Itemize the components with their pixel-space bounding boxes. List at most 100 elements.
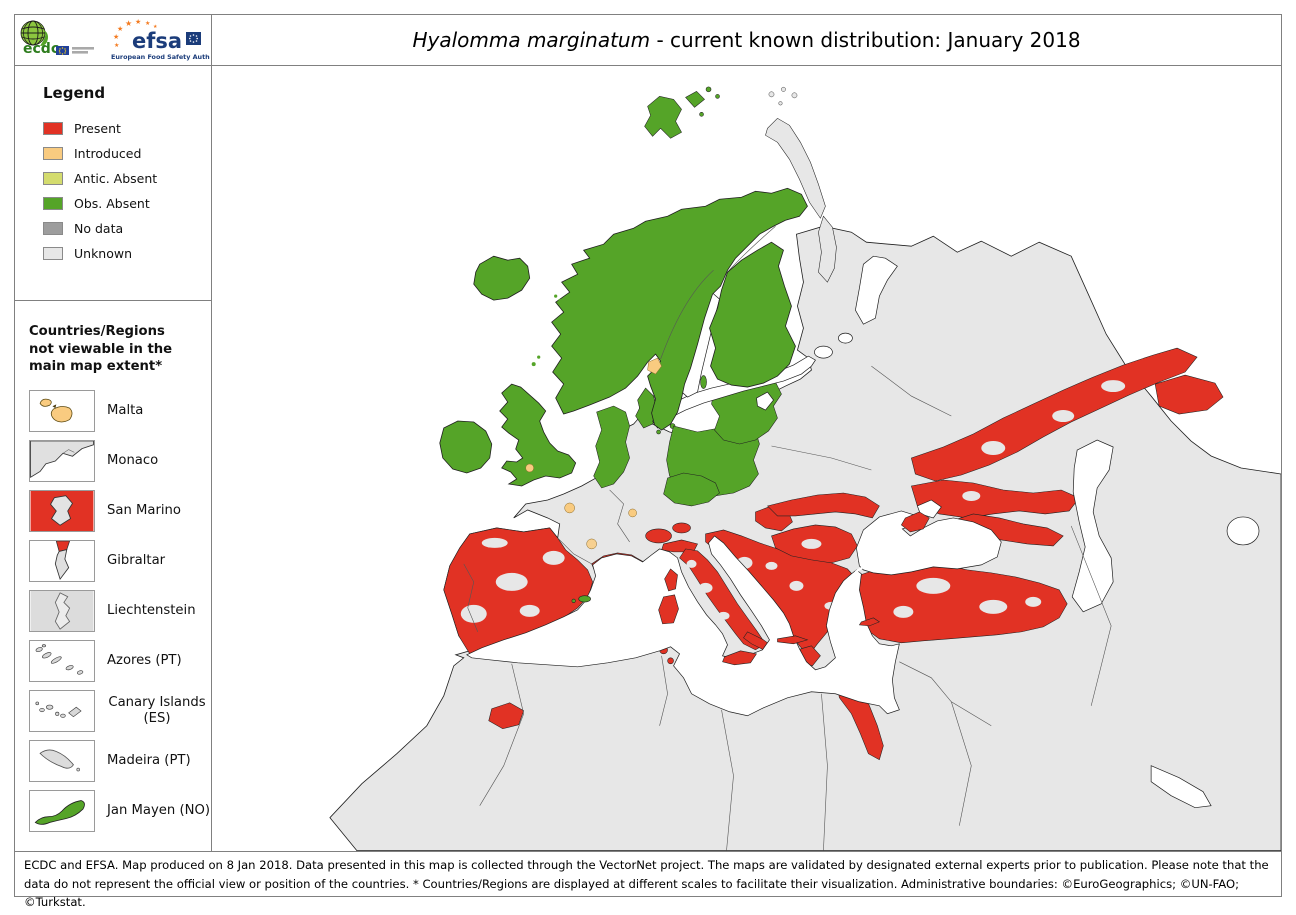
liechtenstein-map-icon xyxy=(30,591,94,632)
efsa-logo-tagline: European Food Safety Authority xyxy=(111,53,210,61)
region-czech xyxy=(663,472,720,507)
inset-item-azores: Azores (PT) xyxy=(29,636,211,686)
region-gotland xyxy=(700,375,707,389)
legend-swatch-no-data xyxy=(43,222,63,235)
liechtenstein-thumbnail xyxy=(29,590,95,633)
inset-item-malta: Malta xyxy=(29,386,211,436)
inset-label: Malta xyxy=(107,403,144,419)
region-corsica xyxy=(664,568,678,592)
region-sicily xyxy=(722,650,757,666)
region-scandinavia xyxy=(551,187,808,431)
gibraltar-thumbnail xyxy=(29,540,95,583)
svg-text:★: ★ xyxy=(125,19,132,28)
lake-ladoga xyxy=(814,345,833,359)
jan-mayen-thumbnail xyxy=(29,790,95,833)
legend-panel: Legend Present Introduced Antic. Absent … xyxy=(14,65,212,301)
region-denmark xyxy=(635,387,658,429)
region-novaya-zemlya xyxy=(765,117,837,283)
map-cell xyxy=(211,65,1282,852)
legend-item: Introduced xyxy=(43,141,211,166)
region-south-ukraine xyxy=(766,492,880,519)
insets-panel: Countries/Regions not viewable in the ma… xyxy=(14,300,212,852)
malta-map-icon xyxy=(39,398,73,423)
svg-text:★: ★ xyxy=(114,42,119,49)
legend-label: Introduced xyxy=(74,146,142,161)
canary-islands-thumbnail xyxy=(29,690,95,733)
region-unknown-patches xyxy=(460,380,1126,623)
legend-swatch-introduced xyxy=(43,147,63,160)
spot-south-france xyxy=(586,538,597,550)
region-obs-absent-countries xyxy=(593,381,782,507)
svg-text:★: ★ xyxy=(145,20,150,27)
inset-item-monaco: Monaco xyxy=(29,436,211,486)
gulf-of-riga xyxy=(756,391,774,411)
madeira-map-icon xyxy=(39,749,80,772)
legend-item: Antic. Absent xyxy=(43,166,211,191)
region-svalbard xyxy=(644,86,720,139)
canary-islands-map-icon xyxy=(35,701,82,718)
insets-heading: Countries/Regions not viewable in the ma… xyxy=(29,324,173,375)
monaco-thumbnail xyxy=(29,440,95,483)
efsa-logo: ★ ★ ★ ★ ★ ★ ★ efsa Europe xyxy=(110,18,210,62)
region-uk xyxy=(499,383,577,487)
inset-item-liechtenstein: Liechtenstein xyxy=(29,586,211,636)
gibraltar-map-icon xyxy=(54,541,71,581)
legend-swatch-antic-absent xyxy=(43,172,63,185)
inset-item-madeira: Madeira (PT) xyxy=(29,736,211,786)
legend-heading: Legend xyxy=(43,84,106,102)
azores-map-icon xyxy=(35,644,84,675)
inset-label: Madeira (PT) xyxy=(107,753,191,769)
region-morocco-spot xyxy=(488,702,525,730)
malta-thumbnail xyxy=(29,390,95,433)
san-marino-thumbnail xyxy=(29,490,95,533)
svg-text:★: ★ xyxy=(117,25,123,33)
inset-item-jan-mayen: Jan Mayen (NO) xyxy=(29,786,211,836)
spot-paris xyxy=(564,502,575,514)
islands-and-peninsulas xyxy=(439,86,930,666)
inset-label: San Marino xyxy=(107,503,181,519)
footer-cell: ECDC and EFSA. Map produced on 8 Jan 201… xyxy=(14,851,1282,909)
svg-text:★: ★ xyxy=(153,24,158,30)
jan-mayen-map-icon xyxy=(34,800,85,825)
aral-sea xyxy=(1226,516,1260,546)
ecdc-logo: ecdc xyxy=(16,19,104,61)
legend-item: Present xyxy=(43,116,211,141)
region-rostov-volga xyxy=(910,479,1080,519)
inset-label: Canary Islands (ES) xyxy=(108,695,206,727)
legend-label: Present xyxy=(74,121,121,136)
inset-label: Azores (PT) xyxy=(107,653,182,669)
inset-label: Liechtenstein xyxy=(107,603,196,619)
black-sea xyxy=(856,510,1002,576)
san-marino-map-icon xyxy=(30,491,94,532)
monaco-map-icon xyxy=(30,441,94,479)
title-rest: - current known distribution: January 20… xyxy=(650,28,1081,52)
madeira-thumbnail xyxy=(29,740,95,783)
page-title: Hyalomma marginatum - current known dist… xyxy=(412,28,1080,52)
inset-item-canary-islands: Canary Islands (ES) xyxy=(29,686,211,736)
svg-text:★: ★ xyxy=(135,18,141,26)
inset-label: Monaco xyxy=(107,453,159,469)
spot-oslo xyxy=(647,357,662,375)
legend-swatch-present xyxy=(43,122,63,135)
spot-switzerland xyxy=(628,508,637,518)
ecdc-logo-text: ecdc xyxy=(23,41,59,57)
legend-swatch-obs-absent xyxy=(43,197,63,210)
region-benelux xyxy=(593,405,630,489)
logo-cell: ecdc ★ ★ ★ ★ xyxy=(14,14,212,66)
white-sea xyxy=(855,255,898,325)
svg-text:★: ★ xyxy=(113,33,119,41)
persian-gulf xyxy=(1150,765,1212,809)
region-finland xyxy=(709,241,796,388)
legend-label: Unknown xyxy=(74,246,133,261)
region-cyprus xyxy=(858,617,880,627)
spot-wales xyxy=(525,463,534,473)
region-iceland xyxy=(473,255,531,301)
country-borders xyxy=(463,365,1112,851)
region-ural-patch xyxy=(1154,374,1224,415)
title-cell: Hyalomma marginatum - current known dist… xyxy=(211,14,1282,66)
azores-thumbnail xyxy=(29,640,95,683)
frame: ecdc ★ ★ ★ ★ xyxy=(14,14,1282,909)
legend-label: Obs. Absent xyxy=(74,196,150,211)
legend-label: No data xyxy=(74,221,124,236)
